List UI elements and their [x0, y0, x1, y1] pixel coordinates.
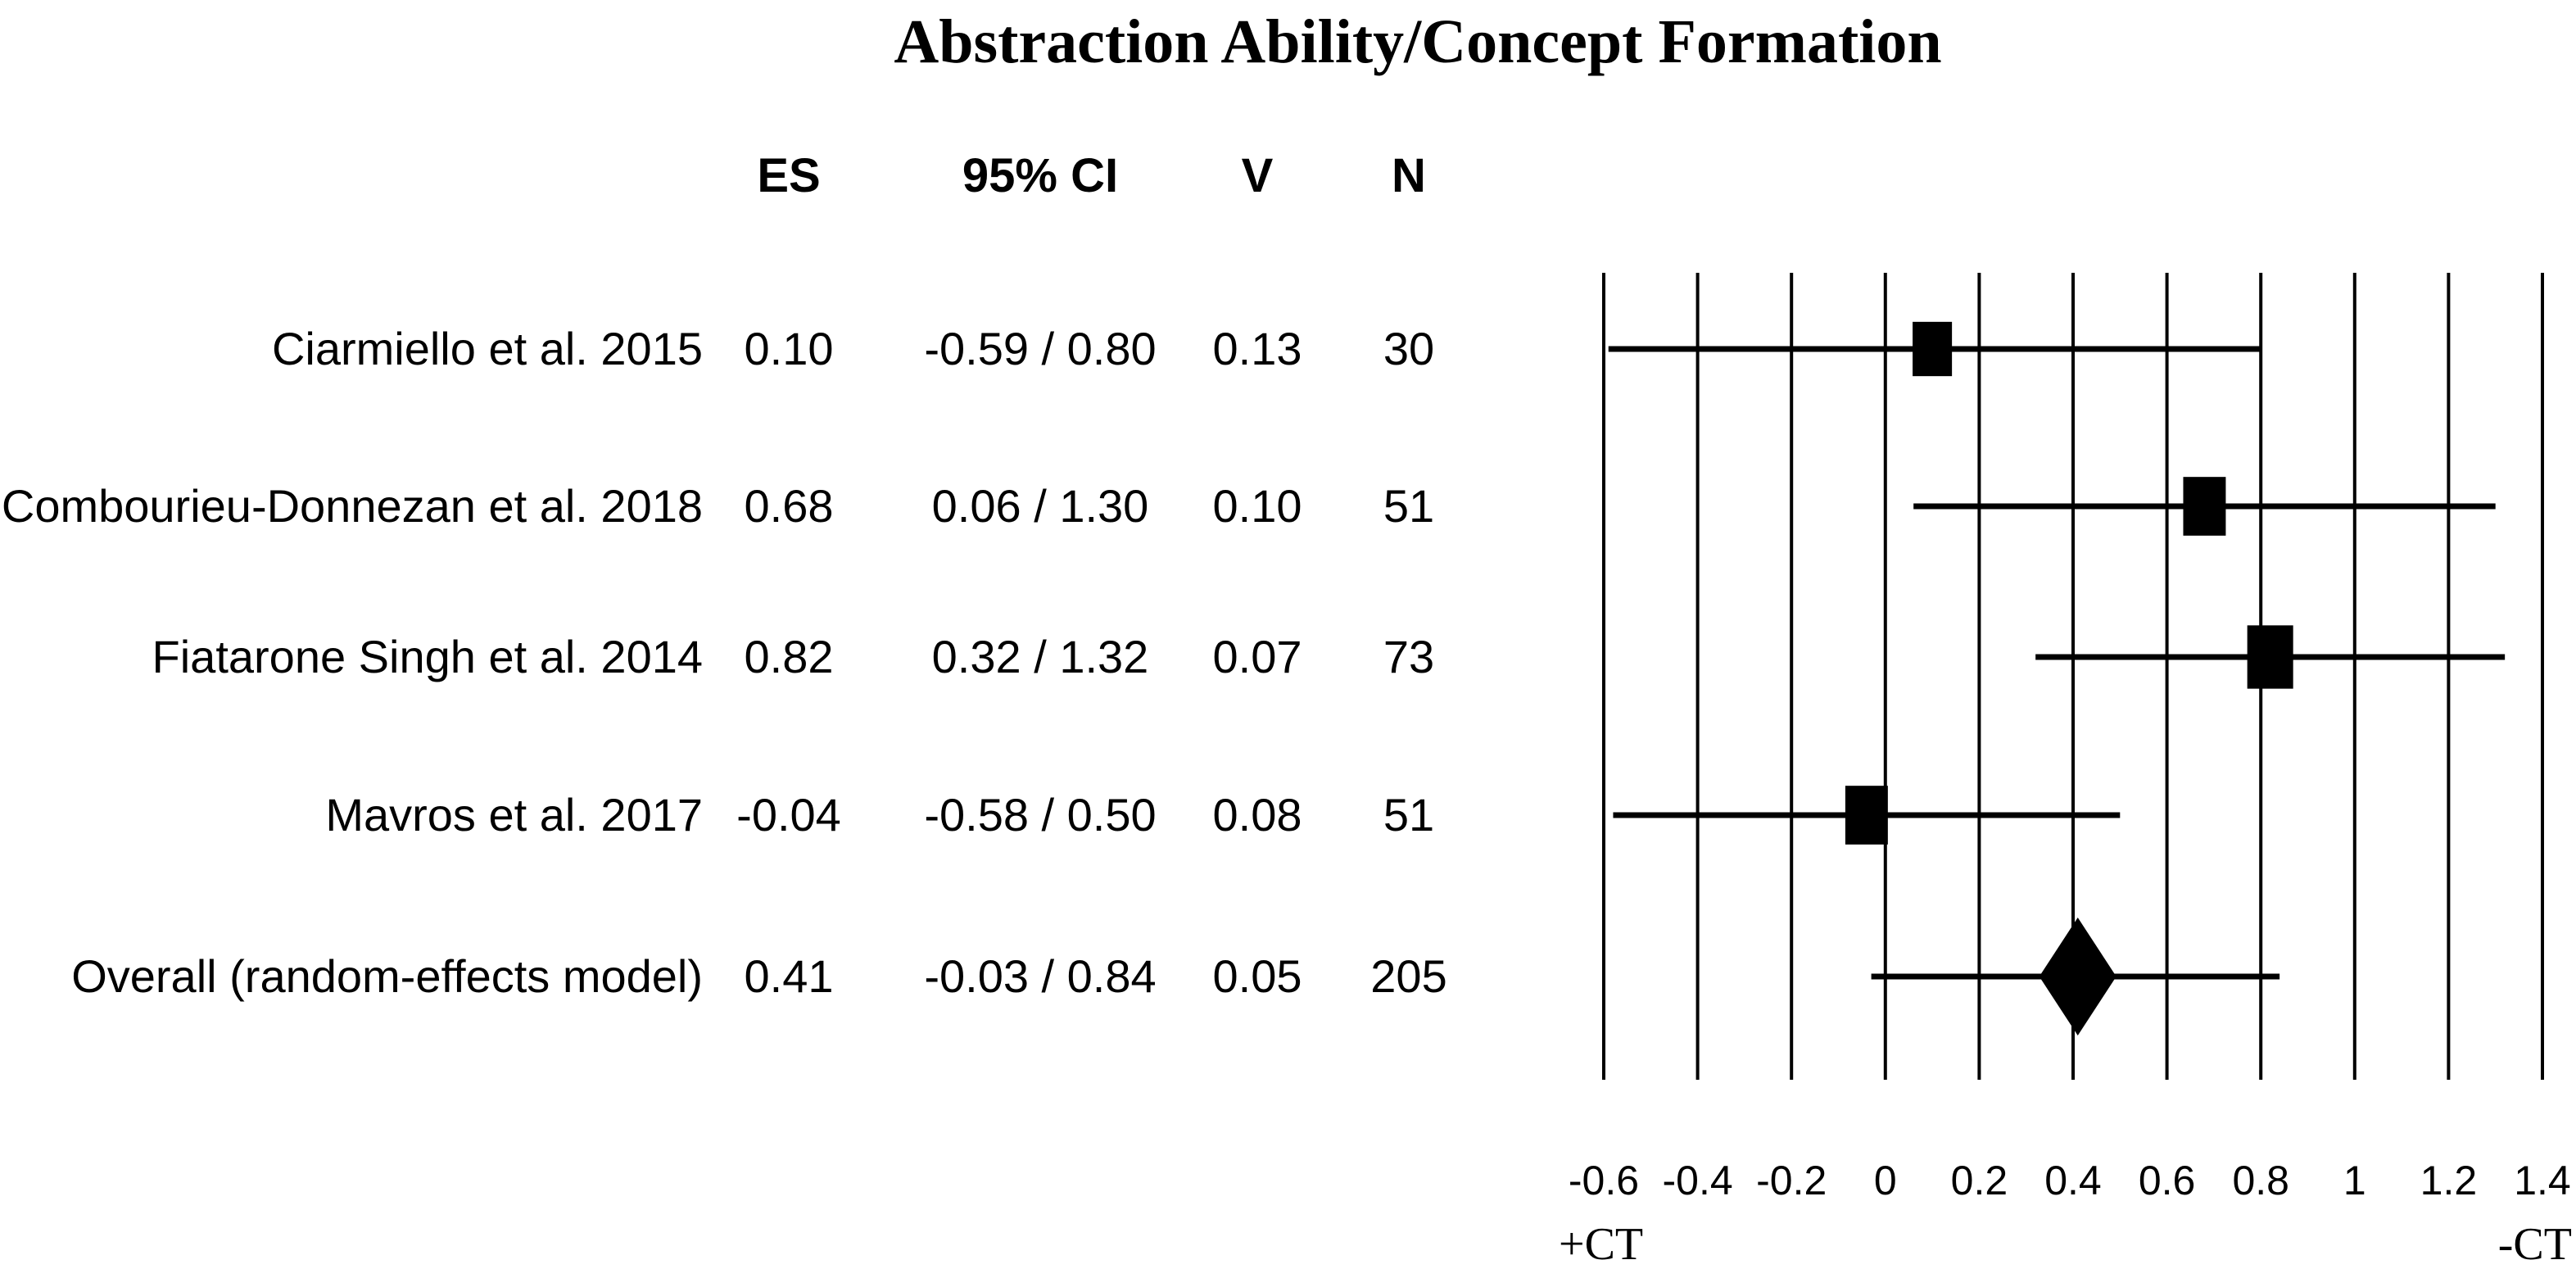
study-label: Overall (random-effects model) [71, 950, 703, 1002]
x-tick-label: -0.4 [1663, 1158, 1733, 1203]
effect-size-square [2247, 625, 2293, 689]
study-n-value: 51 [1383, 480, 1435, 532]
study-label: Combourieu-Donnezan et al. 2018 [1, 480, 703, 532]
study-v-value: 0.10 [1212, 480, 1302, 532]
figure-title: Abstraction Ability/Concept Formation [894, 7, 1942, 76]
col-header-n: N [1392, 149, 1426, 202]
effect-size-square [2183, 477, 2226, 536]
study-ci-value: -0.59 / 0.80 [924, 323, 1157, 374]
table-row: Mavros et al. 2017 -0.04 -0.58 / 0.50 0.… [0, 782, 1515, 848]
col-header-ci: 95% CI [962, 149, 1119, 202]
col-header-v: V [1241, 149, 1274, 202]
overall-diamond [2039, 918, 2116, 1036]
study-es-value: -0.04 [736, 789, 841, 841]
study-ci-value: -0.58 / 0.50 [924, 789, 1157, 841]
study-label: Mavros et al. 2017 [325, 789, 703, 841]
study-es-value: 0.10 [744, 323, 834, 374]
table-row: Ciarmiello et al. 2015 0.10 -0.59 / 0.80… [0, 316, 1515, 382]
table-row: Overall (random-effects model) 0.41 -0.0… [0, 944, 1515, 1009]
study-label: Ciarmiello et al. 2015 [271, 323, 703, 374]
study-v-value: 0.08 [1212, 789, 1302, 841]
study-ci-value: 0.32 / 1.32 [931, 631, 1149, 682]
study-v-value: 0.13 [1212, 323, 1302, 374]
effect-size-square [1845, 786, 1888, 845]
axis-label-negative-ct: -CT [2498, 1219, 2572, 1270]
axis-label-positive-ct: +CT [1559, 1219, 1643, 1270]
study-es-value: 0.41 [744, 950, 834, 1002]
x-tick-label: 0.4 [2044, 1158, 2102, 1203]
x-tick-label: 1.2 [2420, 1158, 2478, 1203]
study-v-value: 0.07 [1212, 631, 1302, 682]
study-es-value: 0.68 [744, 480, 834, 532]
study-es-value: 0.82 [744, 631, 834, 682]
table-row: Fiatarone Singh et al. 2014 0.82 0.32 / … [0, 624, 1515, 690]
study-label: Fiatarone Singh et al. 2014 [152, 631, 703, 682]
effect-size-square [1913, 321, 1953, 377]
x-tick-label: -0.6 [1569, 1158, 1639, 1203]
x-tick-label: 1.4 [2514, 1158, 2571, 1203]
study-ci-value: 0.06 / 1.30 [931, 480, 1149, 532]
x-tick-label: -0.2 [1756, 1158, 1827, 1203]
x-tick-label: 1 [2343, 1158, 2366, 1203]
study-v-value: 0.05 [1212, 950, 1302, 1002]
study-n-value: 51 [1383, 789, 1435, 841]
study-n-value: 30 [1383, 323, 1435, 374]
table-header-row: ES 95% CI V N [0, 143, 1515, 209]
col-header-es: ES [757, 149, 821, 202]
x-tick-label: 0.8 [2232, 1158, 2289, 1203]
x-tick-label: 0 [1874, 1158, 1897, 1203]
study-ci-value: -0.03 / 0.84 [924, 950, 1157, 1002]
study-n-value: 73 [1383, 631, 1435, 682]
x-tick-label: 0.2 [1951, 1158, 2008, 1203]
x-tick-label: 0.6 [2139, 1158, 2196, 1203]
table-row: Combourieu-Donnezan et al. 2018 0.68 0.0… [0, 474, 1515, 539]
study-n-value: 205 [1370, 950, 1447, 1002]
